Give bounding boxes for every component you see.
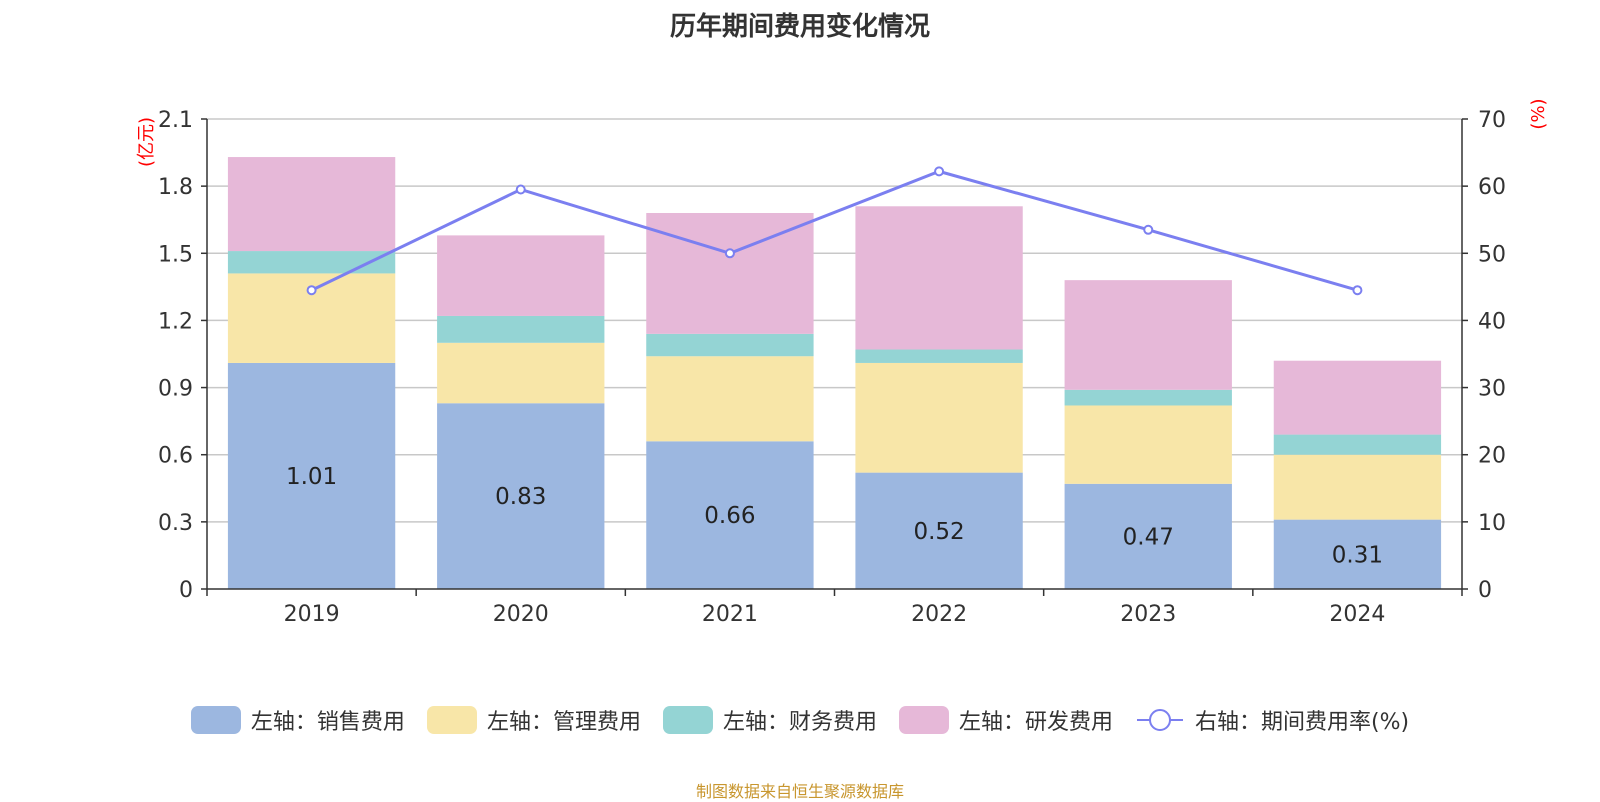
bar-rnd <box>855 206 1023 350</box>
data-label-sales: 0.47 <box>1123 524 1174 550</box>
bar-finance <box>1064 389 1232 406</box>
legend-label: 左轴：销售费用 <box>250 710 405 735</box>
left-axis-tick-label: 0.9 <box>158 377 193 402</box>
bar-admin <box>437 342 605 404</box>
bar-sales <box>227 362 396 589</box>
rate-point <box>1352 285 1363 296</box>
bar-admin <box>855 362 1023 473</box>
bar-sales <box>1273 519 1442 589</box>
left-axis-tick-label: 2.1 <box>158 108 193 133</box>
legend-swatch-finance <box>662 706 713 734</box>
bar-sales <box>646 441 814 589</box>
bar-rnd <box>646 213 814 334</box>
legend: 左轴：销售费用 左轴：管理费用 左轴：财务费用 左轴：研发费用 右轴：期间费用率(%) <box>0 702 1600 738</box>
legend-item-sales[interactable]: 左轴：销售费用 <box>190 704 405 736</box>
x-axis-tick-label: 2023 <box>1120 602 1176 627</box>
right-axis-tick-label: 50 <box>1478 242 1506 267</box>
data-label-sales: 0.31 <box>1332 542 1383 568</box>
bar-sales <box>437 403 605 589</box>
left-axis-tick-label: 0 <box>179 578 193 603</box>
right-axis-tick-label: 40 <box>1478 309 1506 334</box>
right-axis-tick-label: 20 <box>1478 444 1506 469</box>
bar-sales <box>1064 483 1232 589</box>
x-axis-tick-label: 2022 <box>911 602 967 627</box>
legend-line-marker-icon <box>1136 709 1183 731</box>
left-axis-unit: (亿元) <box>136 117 157 167</box>
left-axis-tick-label: 0.6 <box>158 444 193 469</box>
left-axis-tick-label: 0.3 <box>158 511 193 536</box>
rate-point <box>306 285 317 296</box>
legend-swatch-admin <box>426 706 477 734</box>
legend-item-rnd[interactable]: 左轴：研发费用 <box>898 704 1113 736</box>
x-axis-tick-label: 2021 <box>702 602 758 627</box>
source-note: 制图数据来自恒生聚源数据库 <box>695 782 904 801</box>
right-axis-tick-label: 0 <box>1478 578 1492 603</box>
rate-point <box>724 248 735 259</box>
rate-point <box>1143 224 1154 235</box>
data-label-sales: 0.52 <box>913 519 964 545</box>
bar-admin <box>1273 454 1442 520</box>
legend-swatch-sales <box>190 706 241 734</box>
legend-swatch-rnd <box>898 706 949 734</box>
bar-layer <box>227 157 1442 589</box>
bar-finance <box>855 349 1023 363</box>
data-label-layer: 1.01 0.83 0.66 0.52 0.47 0.31 <box>286 464 1383 568</box>
legend-item-admin[interactable]: 左轴：管理费用 <box>426 704 641 736</box>
left-axis-tick-label: 1.5 <box>158 242 193 267</box>
data-label-sales: 1.01 <box>286 464 337 490</box>
legend-label: 左轴：财务费用 <box>722 710 877 735</box>
bar-rnd <box>437 235 605 316</box>
bar-finance <box>437 315 605 343</box>
rate-line <box>310 169 1358 292</box>
bar-rnd <box>1064 280 1232 390</box>
rate-point <box>515 184 526 195</box>
bar-admin <box>1064 405 1232 484</box>
bar-rnd <box>227 157 396 252</box>
legend-label: 左轴：管理费用 <box>486 710 641 735</box>
x-axis-tick-label: 2020 <box>493 602 549 627</box>
legend-item-rate[interactable]: 右轴：期间费用率(%) <box>1135 704 1409 736</box>
rate-line-layer <box>306 166 1363 296</box>
legend-label: 右轴：期间费用率(%) <box>1194 710 1410 735</box>
left-axis-tick-label: 1.8 <box>158 175 193 200</box>
right-axis-tick-label: 70 <box>1478 108 1506 133</box>
right-axis-unit: (%) <box>1528 98 1549 129</box>
bar-admin <box>646 356 814 442</box>
chart-title: 历年期间费用变化情况 <box>669 12 930 42</box>
x-axis-tick-label: 2019 <box>284 602 340 627</box>
x-axis-tick-label: 2024 <box>1329 602 1385 627</box>
right-axis-tick-label: 60 <box>1478 175 1506 200</box>
legend-item-finance[interactable]: 左轴：财务费用 <box>662 704 877 736</box>
right-axis-tick-label: 10 <box>1478 511 1506 536</box>
right-axis-tick-label: 30 <box>1478 377 1506 402</box>
bar-finance <box>1273 434 1442 455</box>
gridlines <box>207 118 1462 523</box>
rate-point <box>934 166 945 177</box>
bar-rnd <box>1273 360 1442 435</box>
data-label-sales: 0.66 <box>704 503 755 529</box>
bar-sales <box>855 472 1023 589</box>
bar-finance <box>646 333 814 357</box>
data-label-sales: 0.83 <box>495 484 546 510</box>
legend-label: 左轴：研发费用 <box>958 710 1113 735</box>
axes: 0 0.3 0.6 0.9 1.2 1.5 1.8 2.1 0 10 20 30 40 50 60 70 (亿元… <box>136 98 1549 627</box>
bar-finance <box>227 251 396 274</box>
left-axis-tick-label: 1.2 <box>158 309 193 334</box>
legend-line-dot <box>1148 709 1171 731</box>
